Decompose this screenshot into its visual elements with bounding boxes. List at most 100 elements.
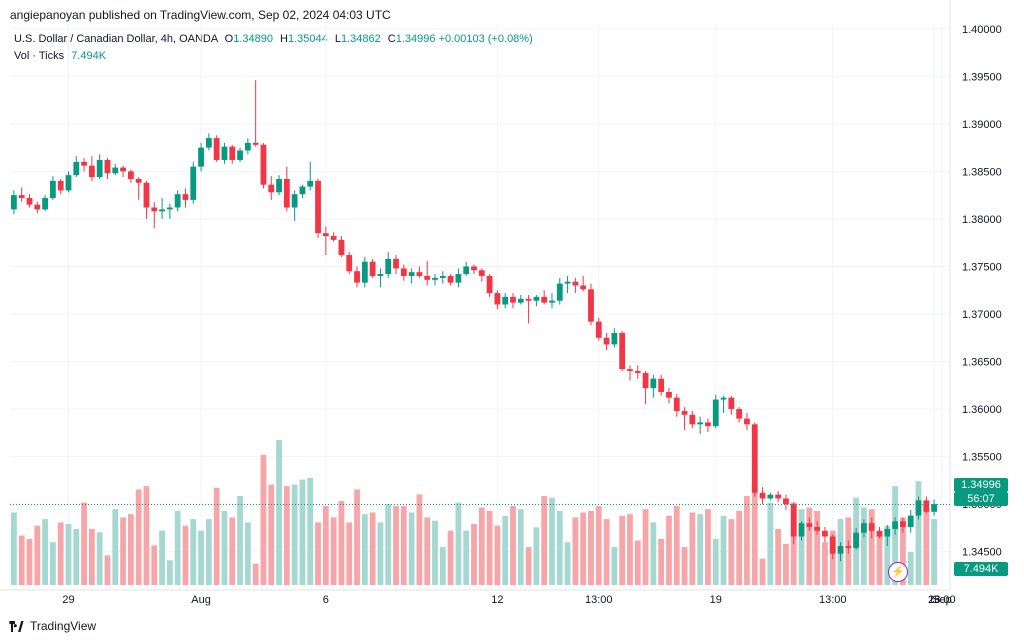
candle-body — [845, 546, 852, 548]
candle-body — [556, 283, 563, 301]
volume-bar — [705, 509, 711, 585]
close-label: C — [387, 33, 396, 45]
x-tick-label: 12 — [491, 594, 503, 606]
candle-body — [931, 504, 937, 512]
candle-body — [400, 268, 407, 276]
volume-bar — [900, 517, 906, 585]
volume-label[interactable]: Vol · Ticks — [14, 50, 65, 62]
candle-body — [57, 180, 64, 191]
candle-body — [744, 418, 750, 425]
candle-body — [369, 261, 376, 276]
volume-bar — [564, 542, 571, 585]
candle-body — [182, 194, 189, 200]
candle-body — [96, 159, 103, 178]
volume-bar — [432, 520, 438, 585]
candle-body — [268, 184, 275, 193]
candle-body — [455, 274, 462, 283]
volume-bar — [502, 515, 509, 585]
volume-bar — [868, 509, 875, 585]
tradingview-logo-icon — [9, 620, 24, 632]
candle-body — [463, 266, 470, 275]
volume-bar — [463, 530, 470, 585]
candle-body — [650, 378, 657, 389]
volume-bar — [884, 525, 891, 585]
volume-bar — [291, 484, 298, 585]
lightning-icon[interactable]: ⚡ — [888, 562, 908, 582]
low-value: 1.34862 — [340, 33, 381, 45]
candle-body — [166, 207, 173, 210]
candle-body — [252, 142, 259, 145]
volume-bar — [642, 509, 649, 585]
volume-bar — [65, 524, 72, 585]
y-tick-label: 1.36000 — [962, 404, 1002, 416]
volume-bar — [907, 552, 914, 585]
candle-body — [572, 281, 579, 286]
candle-body — [923, 500, 930, 512]
candle-body — [432, 277, 438, 280]
volume-bar — [81, 502, 87, 585]
ohlc-row: U.S. Dollar / Canadian Dollar, 4h, OANDA… — [14, 31, 533, 48]
volume-bar — [182, 525, 189, 585]
candle-body — [525, 298, 532, 301]
symbol-title[interactable]: U.S. Dollar / Canadian Dollar, 4h, OANDA — [14, 33, 218, 45]
volume-bar — [478, 507, 485, 585]
candle-body — [837, 546, 844, 554]
candle-body — [377, 274, 384, 276]
volume-bar — [861, 507, 867, 585]
volume-bar — [541, 496, 548, 585]
candle-body — [213, 138, 220, 160]
candle-body — [112, 167, 119, 174]
volume-bar — [104, 555, 111, 585]
candle-body — [174, 194, 181, 208]
candle-body — [354, 271, 360, 283]
x-tick-label: Sep — [932, 594, 952, 606]
volume-bar — [572, 517, 579, 585]
last-price-tag: 1.34996 — [954, 478, 1008, 492]
volume-bar — [611, 547, 618, 585]
volume-bar — [603, 519, 610, 585]
volume-row: Vol · Ticks 7.494K — [14, 48, 533, 65]
candle-body — [307, 180, 314, 187]
candle-body — [361, 261, 368, 283]
y-tick-label: 1.35500 — [962, 452, 1002, 464]
candle-body — [299, 186, 306, 195]
candle-body — [728, 397, 735, 410]
candle-body — [822, 530, 828, 537]
candle-body — [876, 530, 883, 537]
x-tick-label: 13:00 — [928, 594, 956, 606]
volume-bar — [627, 514, 633, 585]
candle-body — [689, 414, 696, 425]
candle-body — [681, 410, 688, 415]
volume-bar — [767, 502, 774, 585]
candle-body — [767, 494, 774, 499]
volume-bar — [759, 558, 766, 585]
volume-bar — [57, 522, 64, 585]
x-tick-label: 13:00 — [819, 594, 847, 606]
candle-body — [408, 272, 415, 276]
volume-bar — [244, 522, 251, 585]
countdown-tag: 56:07 — [954, 492, 1008, 506]
volume-bar — [822, 542, 828, 585]
candle-body — [42, 198, 48, 210]
x-tick-label: 6 — [323, 594, 329, 606]
high-label: H — [280, 33, 288, 45]
volume-bar — [88, 528, 95, 585]
low-label: L — [334, 33, 341, 45]
candle-body — [736, 409, 743, 419]
volume-bar — [299, 479, 306, 585]
volume-bar — [533, 527, 540, 585]
candle-body — [346, 255, 353, 272]
candle-body — [159, 209, 165, 212]
candle-body — [143, 182, 150, 208]
volume-bar — [666, 515, 672, 585]
candle-body — [915, 500, 922, 516]
candle-body — [424, 275, 431, 280]
volume-bar — [354, 489, 360, 585]
volume-bar — [798, 509, 805, 585]
volume-bar — [736, 510, 743, 585]
candle-body — [221, 146, 228, 160]
volume-tag: 7.494K — [954, 562, 1008, 576]
candle-body — [478, 270, 485, 276]
candle-body — [588, 289, 594, 322]
